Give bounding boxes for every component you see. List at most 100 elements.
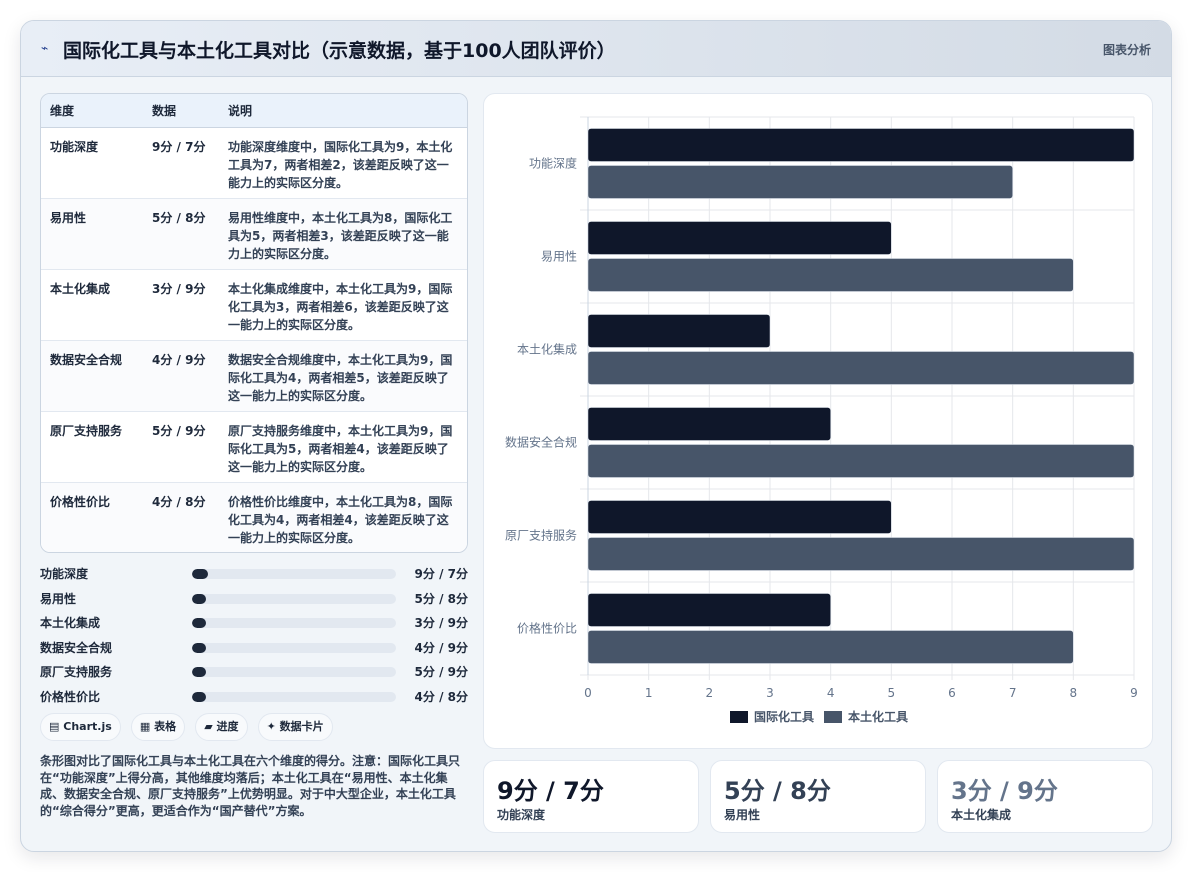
row-description: 本土化集成维度中，本土化工具为9，国际化工具为3，两者相差6，该差距反映了这一能… bbox=[219, 269, 467, 341]
progress-icon: ▰ bbox=[204, 720, 213, 733]
progress-row: 数据安全合规 4分 / 9分 bbox=[40, 637, 468, 662]
row-description: 易用性维度中，本土化工具为8，国际化工具为5，两者相差3，该差距反映了这一能力上… bbox=[219, 198, 467, 270]
legend-label: 本土化工具 bbox=[848, 709, 908, 724]
row-value: 4分 / 9分 bbox=[143, 340, 219, 412]
progress-track bbox=[192, 667, 396, 678]
row-description: 原厂支持服务维度中，本土化工具为9，国际化工具为5，两者相差4，该差距反映了这一… bbox=[219, 411, 467, 483]
bar-international bbox=[587, 128, 1135, 162]
data-card-button[interactable]: ✦ 数据卡片 bbox=[257, 713, 333, 741]
kpi-value: 9分 / 7分 bbox=[497, 777, 604, 805]
bar-domestic bbox=[587, 630, 1074, 664]
row-dimension: 易用性 bbox=[41, 198, 143, 270]
table-row: 数据安全合规 4分 / 9分 数据安全合规维度中，本土化工具为9，国际化工具为4… bbox=[41, 340, 467, 412]
bar-international bbox=[587, 314, 771, 348]
data-table: 维度 数据 说明 功能深度 9分 / 7分 功能深度维度中，国际化工具为9，本土… bbox=[40, 93, 468, 553]
progress-fill bbox=[192, 642, 207, 653]
analysis-note: 条形图对比了国际化工具与本土化工具在六个维度的得分。注意：国际化工具只在“功能深… bbox=[40, 754, 461, 818]
kpi-value: 5分 / 8分 bbox=[724, 777, 831, 805]
x-tick-label: 8 bbox=[1070, 686, 1078, 700]
table-header-description: 说明 bbox=[219, 94, 467, 128]
progress-value: 3分 / 9分 bbox=[414, 616, 468, 631]
table-header-data: 数据 bbox=[143, 94, 219, 128]
x-tick-label: 1 bbox=[645, 686, 653, 700]
progress-label: 数据安全合规 bbox=[40, 640, 113, 655]
progress-value: 5分 / 8分 bbox=[414, 591, 468, 606]
table-row: 原厂支持服务 5分 / 9分 原厂支持服务维度中，本土化工具为9，国际化工具为5… bbox=[41, 411, 467, 483]
progress-label: 原厂支持服务 bbox=[40, 665, 113, 680]
kpi-card: 9分 / 7分 功能深度 bbox=[483, 760, 699, 833]
x-tick-label: 7 bbox=[1009, 686, 1017, 700]
progress-row: 易用性 5分 / 8分 bbox=[40, 588, 468, 613]
x-tick-label: 3 bbox=[766, 686, 774, 700]
button-label: 表格 bbox=[154, 720, 177, 733]
x-tick-label: 4 bbox=[827, 686, 835, 700]
progress-label: 易用性 bbox=[40, 591, 77, 606]
y-tick-label: 价格性价比 bbox=[517, 621, 577, 636]
progress-value: 4分 / 8分 bbox=[414, 689, 468, 704]
progress-track bbox=[192, 642, 396, 653]
progress-track bbox=[192, 593, 396, 604]
legend-swatch bbox=[730, 711, 748, 723]
kpi-label: 功能深度 bbox=[497, 808, 546, 822]
x-tick-label: 5 bbox=[888, 686, 896, 700]
row-dimension: 数据安全合规 bbox=[41, 340, 143, 412]
y-tick-label: 数据安全合规 bbox=[505, 435, 577, 450]
row-dimension: 功能深度 bbox=[41, 127, 143, 199]
progress-track bbox=[192, 618, 396, 629]
progress-row: 功能深度 9分 / 7分 bbox=[40, 563, 468, 588]
progress-fill bbox=[192, 618, 207, 629]
table-header-dimension: 维度 bbox=[41, 94, 143, 128]
table-row: 价格性价比 4分 / 8分 价格性价比维度中，本土化工具为8，国际化工具为4，两… bbox=[41, 482, 467, 552]
y-tick-label: 功能深度 bbox=[529, 156, 577, 171]
button-label: Chart.js bbox=[63, 720, 112, 733]
chartjs-button[interactable]: ▤ Chart.js bbox=[40, 713, 121, 741]
progress-fill bbox=[192, 593, 207, 604]
kpi-label: 易用性 bbox=[724, 808, 761, 822]
kpi-label: 本土化集成 bbox=[951, 808, 1012, 822]
x-tick-label: 2 bbox=[706, 686, 714, 700]
row-description: 功能深度维度中，国际化工具为9，本土化工具为7，两者相差2，该差距反映了这一能力… bbox=[219, 127, 467, 199]
legend-swatch bbox=[824, 711, 842, 723]
table-button[interactable]: ▦ 表格 bbox=[130, 713, 186, 741]
row-value: 5分 / 9分 bbox=[143, 411, 219, 483]
chart-icon: ▤ bbox=[49, 720, 60, 733]
row-dimension: 本土化集成 bbox=[41, 269, 143, 341]
progress-value: 9分 / 7分 bbox=[414, 567, 468, 581]
dashboard-card: ⌁ 国际化工具与本土化工具对比（示意数据，基于100人团队评价） 图表分析 维度… bbox=[20, 20, 1172, 852]
kpi-card: 3分 / 9分 本土化集成 bbox=[937, 760, 1153, 833]
bar-chart-panel: 0 1 2 3 4 5 6 7 8 9 功能深度 易用性 本土化集成 数据安全合规 原厂支持服务 价格性价比国… bbox=[483, 93, 1153, 749]
table-row: 功能深度 9分 / 7分 功能深度维度中，国际化工具为9，本土化工具为7，两者相… bbox=[41, 127, 467, 199]
progress-list: 功能深度 9分 / 7分 易用性 5分 / 8分 本土化集成 3分 / 9分 数… bbox=[40, 563, 468, 711]
row-dimension: 价格性价比 bbox=[41, 482, 143, 552]
progress-button[interactable]: ▰ 进度 bbox=[195, 713, 248, 741]
view-toggle-group: ▤ Chart.js ▦ 表格 ▰ 进度 ✦ 数据卡片 bbox=[40, 713, 338, 741]
progress-row: 原厂支持服务 5分 / 9分 bbox=[40, 661, 468, 686]
bar-domestic bbox=[587, 258, 1074, 292]
bar-chart: 0 1 2 3 4 5 6 7 8 9 功能深度易用性本土化集成数据安全合规原厂支持服务价格性价比国… bbox=[505, 116, 1138, 724]
kpi-value: 3分 / 9分 bbox=[951, 777, 1058, 805]
page-title: 国际化工具与本土化工具对比（示意数据，基于100人团队评价） bbox=[63, 40, 616, 62]
y-tick-label: 原厂支持服务 bbox=[505, 528, 577, 543]
bar-domestic bbox=[587, 444, 1135, 478]
bar-domestic bbox=[587, 351, 1135, 385]
row-dimension: 原厂支持服务 bbox=[41, 411, 143, 483]
row-description: 数据安全合规维度中，本土化工具为9，国际化工具为4，两者相差5，该差距反映了这一… bbox=[219, 340, 467, 412]
header: ⌁ 国际化工具与本土化工具对比（示意数据，基于100人团队评价） 图表分析 bbox=[21, 21, 1171, 77]
table-row: 本土化集成 3分 / 9分 本土化集成维度中，本土化工具为9，国际化工具为3，两… bbox=[41, 269, 467, 341]
progress-label: 价格性价比 bbox=[40, 689, 101, 704]
x-tick-label: 6 bbox=[948, 686, 956, 700]
row-value: 9分 / 7分 bbox=[143, 127, 219, 199]
bar-international bbox=[587, 593, 831, 627]
progress-fill bbox=[192, 667, 207, 678]
progress-row: 本土化集成 3分 / 9分 bbox=[40, 612, 468, 637]
progress-track bbox=[192, 569, 396, 579]
bar-international bbox=[587, 500, 892, 534]
bar-international bbox=[587, 221, 892, 255]
row-value: 5分 / 8分 bbox=[143, 198, 219, 270]
progress-fill bbox=[192, 691, 207, 702]
table-row: 易用性 5分 / 8分 易用性维度中，本土化工具为8，国际化工具为5，两者相差3… bbox=[41, 198, 467, 270]
kpi-card: 5分 / 8分 易用性 bbox=[710, 760, 926, 833]
row-description: 价格性价比维度中，本土化工具为8，国际化工具为4，两者相差4，该差距反映了这一能… bbox=[219, 482, 467, 552]
y-tick-label: 易用性 bbox=[541, 250, 577, 264]
progress-track bbox=[192, 691, 396, 702]
